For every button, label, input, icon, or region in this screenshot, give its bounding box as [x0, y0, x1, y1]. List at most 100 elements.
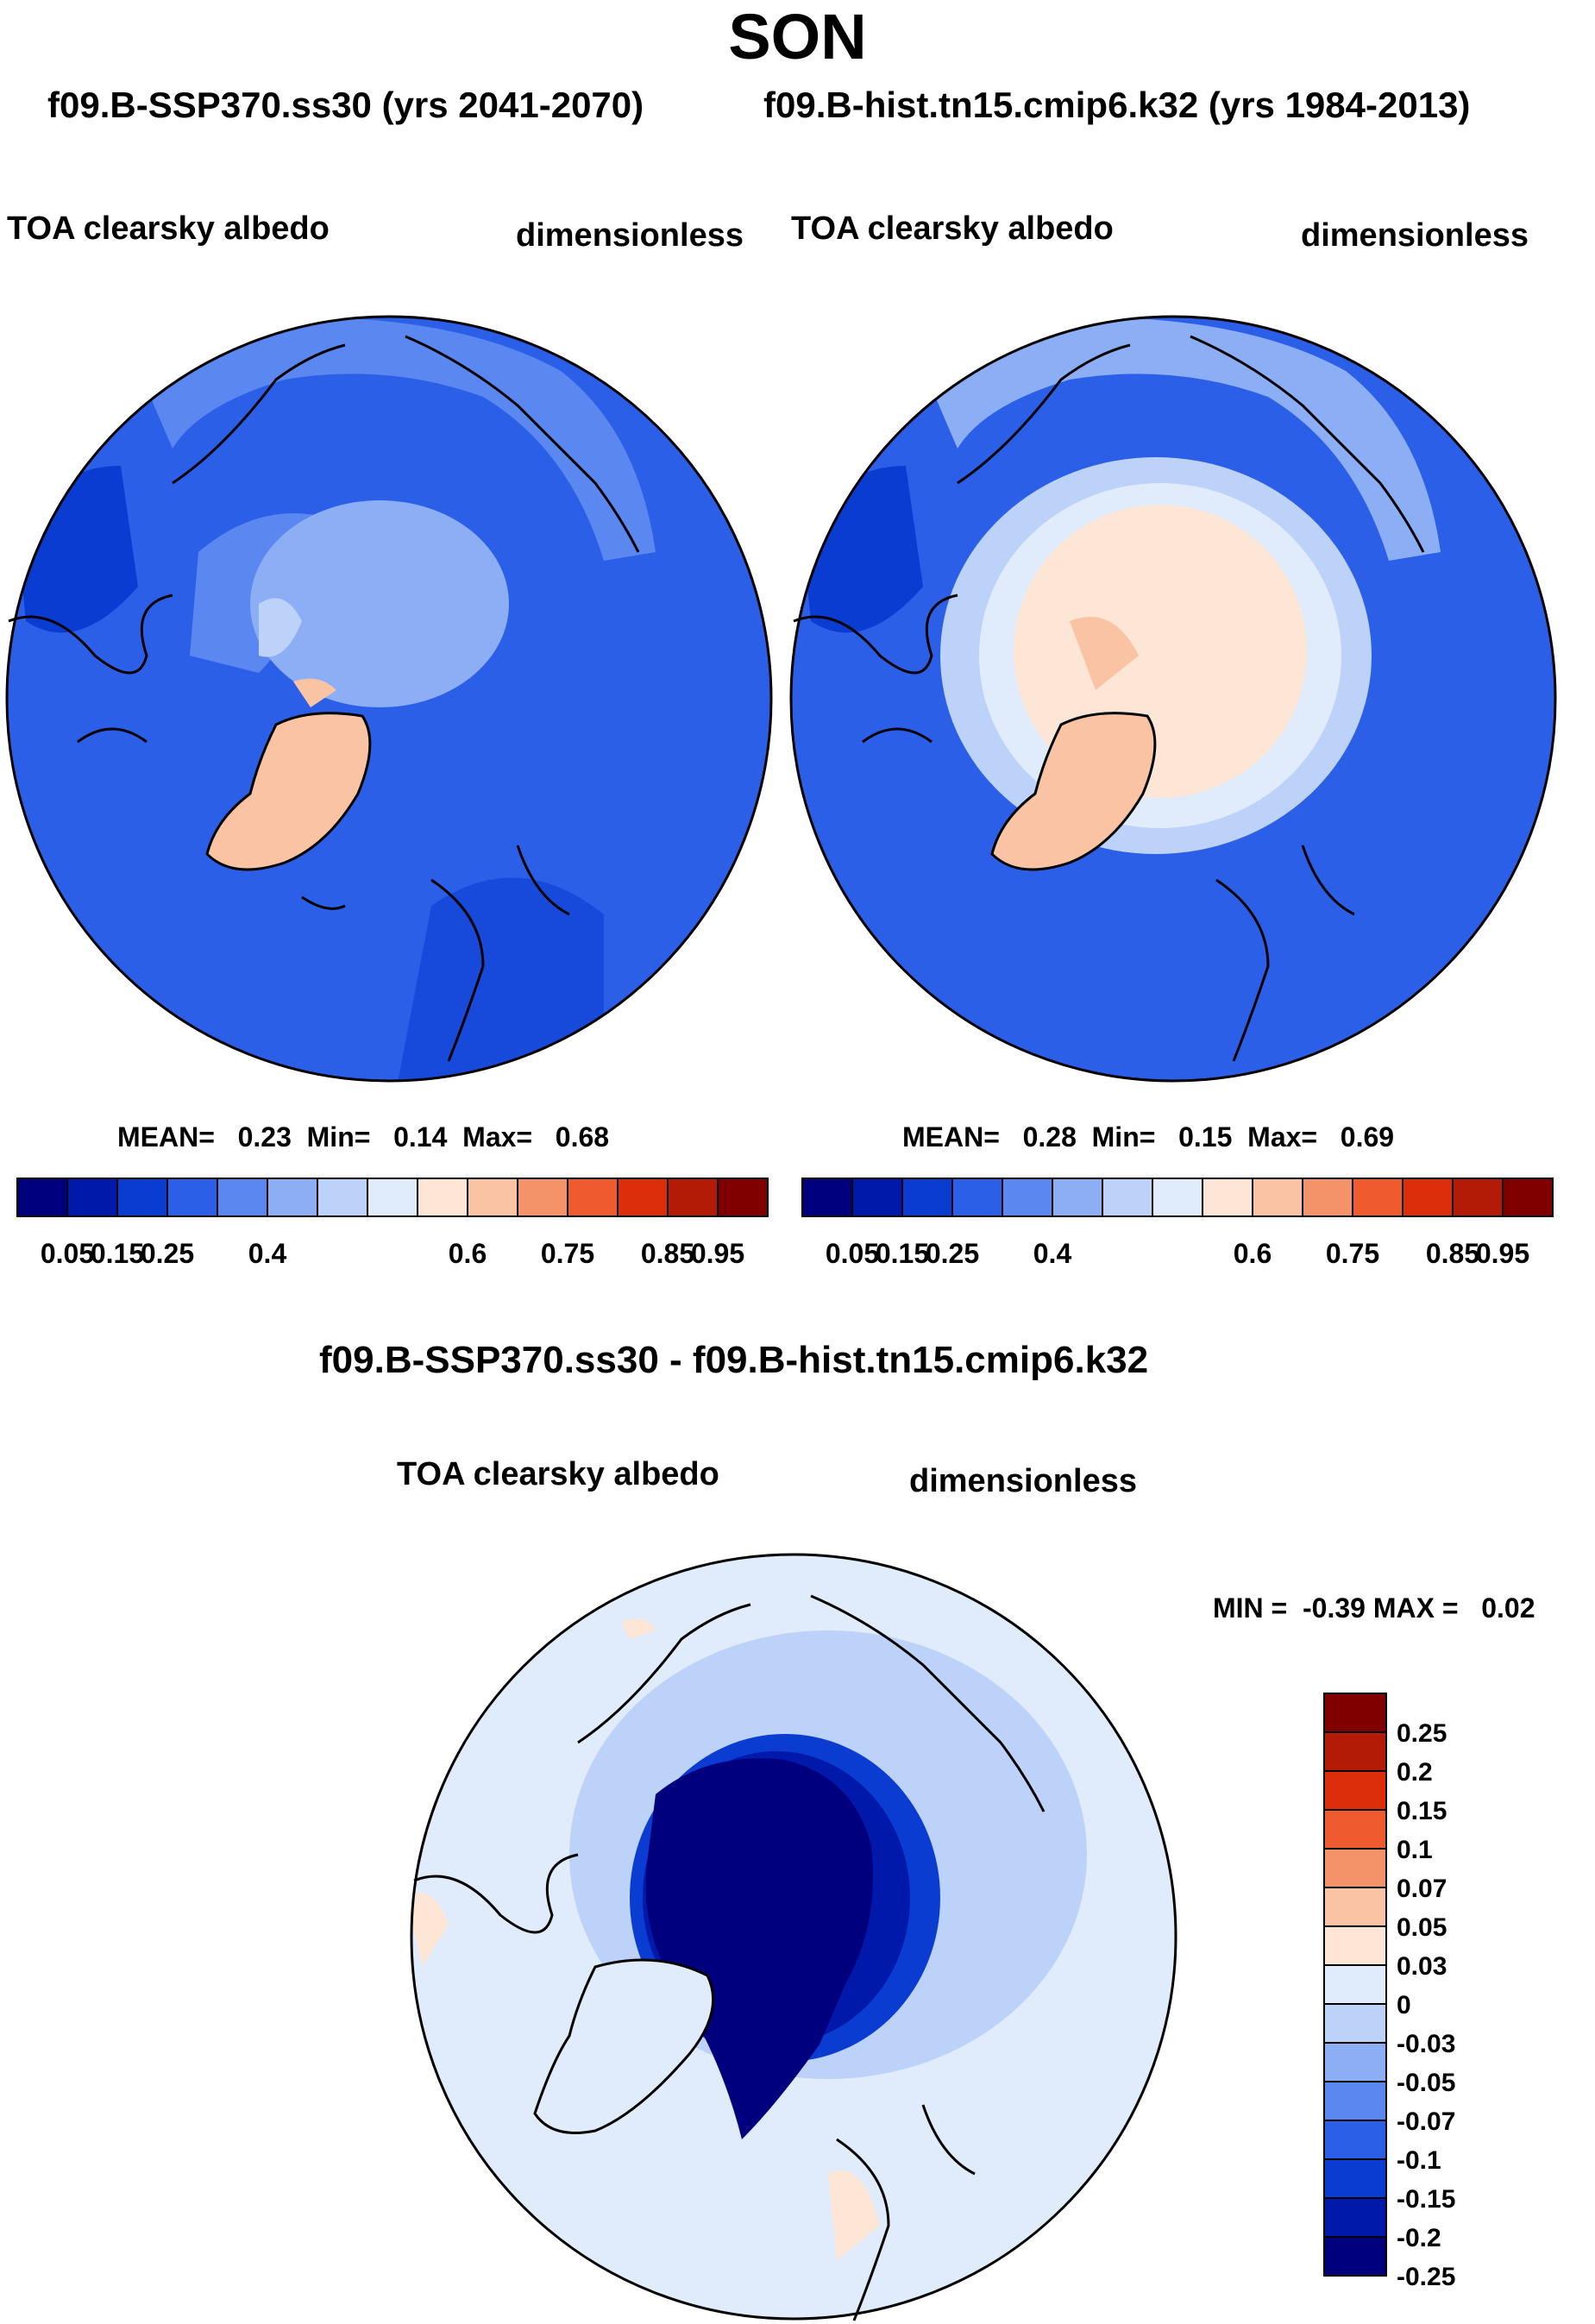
colorbar-tick-label: 0.07	[1397, 1875, 1447, 1903]
min-label: Min=	[306, 1121, 371, 1153]
colorbar-box	[116, 1178, 168, 1217]
arctic-ocean-ice	[250, 500, 509, 707]
colorbar-tick-label: 0	[1397, 1991, 1411, 2019]
map-panel-historical	[789, 315, 1557, 1083]
colorbar-box	[667, 1178, 719, 1217]
colorbar-tick-label: 0.4	[248, 1238, 287, 1269]
difference-range: MIN = -0.39 MAX = 0.02	[1213, 1592, 1535, 1624]
colorbar-box	[1323, 2003, 1387, 2044]
ellesmere-warm	[1070, 617, 1139, 690]
colorbar-box	[417, 1178, 468, 1217]
coastlines	[793, 335, 1425, 1062]
colorbar-tick-label: 0.25	[1397, 1719, 1447, 1748]
colorbar-box	[1323, 2120, 1387, 2160]
warm-patch	[828, 2170, 880, 2260]
colorbar-box	[567, 1178, 619, 1217]
colorbar-tick-label: 0.15	[91, 1238, 144, 1269]
colorbar-box	[1323, 2158, 1387, 2199]
mean-value: 0.23	[237, 1121, 292, 1153]
mean-label: MEAN=	[902, 1121, 1000, 1153]
coastlines	[413, 1594, 1046, 2321]
max-label: Max=	[1247, 1121, 1318, 1153]
colorbar-box	[1323, 1693, 1387, 1733]
min-label: Min=	[1091, 1121, 1156, 1153]
greenland-outline-fill	[533, 1958, 715, 2134]
ellesmere-warm	[293, 678, 336, 707]
colorbar-tick-label: 0.05	[41, 1238, 94, 1269]
panel2-units-label: dimensionless	[1301, 217, 1529, 254]
colorbar-tick-label: 0.95	[1476, 1238, 1529, 1269]
map-panel-future	[5, 315, 773, 1083]
colorbar-box	[1502, 1178, 1554, 1217]
colorbar-box	[1302, 1178, 1353, 1217]
panel2-variable-label: TOA clearsky albedo	[791, 210, 1114, 247]
panel2-stats: MEAN= 0.28 Min= 0.15 Max= 0.69	[902, 1121, 1394, 1153]
greenland-albedo	[990, 712, 1157, 871]
warm-patch	[621, 1618, 656, 1639]
colorbar-box	[1202, 1178, 1253, 1217]
colorbar-difference: 0.25 0.2 0.15 0.1 0.07 0.05 0.03 0 -0.03 -0.05 -0.…	[1323, 1693, 1455, 2291]
colorbar-box	[267, 1178, 318, 1217]
colorbar-box	[1323, 2236, 1387, 2277]
colorbar-box	[217, 1178, 268, 1217]
colorbar-box	[1452, 1178, 1504, 1217]
colorbar-tick-label: 0.75	[1326, 1238, 1379, 1269]
colorbar-tick-label: 0.1	[1397, 1836, 1433, 1864]
colorbar-box	[1052, 1178, 1103, 1217]
colorbar-box	[1102, 1178, 1153, 1217]
colorbar-box	[16, 1178, 68, 1217]
colorbar-box	[1323, 1848, 1387, 1888]
panel1-variable-label: TOA clearsky albedo	[7, 210, 330, 247]
ice-loss-core	[645, 1758, 873, 2139]
colorbar-box	[1323, 1809, 1387, 1850]
colorbar-tick-label: 0.05	[1397, 1913, 1447, 1942]
colorbar-box	[1323, 2081, 1387, 2121]
colorbar-box	[517, 1178, 568, 1217]
colorbar-box	[1152, 1178, 1203, 1217]
difference-variable-label: TOA clearsky albedo	[397, 1456, 719, 1492]
darker-ocean-region	[397, 877, 604, 1081]
difference-units-label: dimensionless	[909, 1463, 1137, 1499]
colorbar-box	[1323, 1887, 1387, 1927]
colorbar-box	[166, 1178, 218, 1217]
colorbar-tick-label: -0.1	[1397, 2146, 1441, 2175]
colorbar-box	[901, 1178, 953, 1217]
colorbar-tick-label: 0.95	[691, 1238, 744, 1269]
baffin-region	[259, 598, 302, 657]
colorbar-box	[617, 1178, 669, 1217]
colorbar-tick-label: -0.03	[1397, 2030, 1455, 2058]
colorbar-box	[851, 1178, 903, 1217]
colorbar-tick-label: 0.4	[1033, 1238, 1072, 1269]
colorbar-tick-label: -0.05	[1397, 2069, 1455, 2097]
colorbar-box	[1402, 1178, 1454, 1217]
colorbar-box	[66, 1178, 118, 1217]
colorbar-tick-label: -0.25	[1397, 2263, 1455, 2291]
colorbar-box	[1323, 2197, 1387, 2238]
colorbar-tick-label: 0.6	[1234, 1238, 1272, 1269]
colorbar-tick-label: 0.85	[641, 1238, 694, 1269]
subtitle-right-case: f09.B-hist.tn15.cmip6.k32 (yrs 1984-2013…	[763, 85, 1471, 125]
coastlines	[8, 335, 640, 1062]
colorbar-tick-label: 0.25	[141, 1238, 194, 1269]
colorbar-box	[1352, 1178, 1403, 1217]
max-label: Max=	[462, 1121, 533, 1153]
colorbar-historical: 0.050.150.25 0.4 0.6 0.75 0.850.95	[801, 1178, 1554, 1269]
warm-patch	[411, 1893, 449, 1967]
colorbar-box	[1323, 1770, 1387, 1811]
colorbar-box	[717, 1178, 769, 1217]
colorbar-box	[951, 1178, 1003, 1217]
colorbar-tick-label: 0.05	[826, 1238, 879, 1269]
colorbar-box	[1252, 1178, 1303, 1217]
min-value: 0.14	[393, 1121, 448, 1153]
colorbar-tick-label: 0.25	[926, 1238, 979, 1269]
colorbar-tick-label: -0.07	[1397, 2107, 1455, 2136]
colorbar-box	[467, 1178, 518, 1217]
colorbar-box	[367, 1178, 418, 1217]
colorbar-tick-label: 0.6	[449, 1238, 487, 1269]
panel1-units-label: dimensionless	[516, 217, 744, 254]
colorbar-tick-label: 0.03	[1397, 1952, 1447, 1981]
mean-label: MEAN=	[117, 1121, 215, 1153]
colorbar-box	[1323, 2042, 1387, 2082]
page-title: SON	[728, 1, 867, 72]
